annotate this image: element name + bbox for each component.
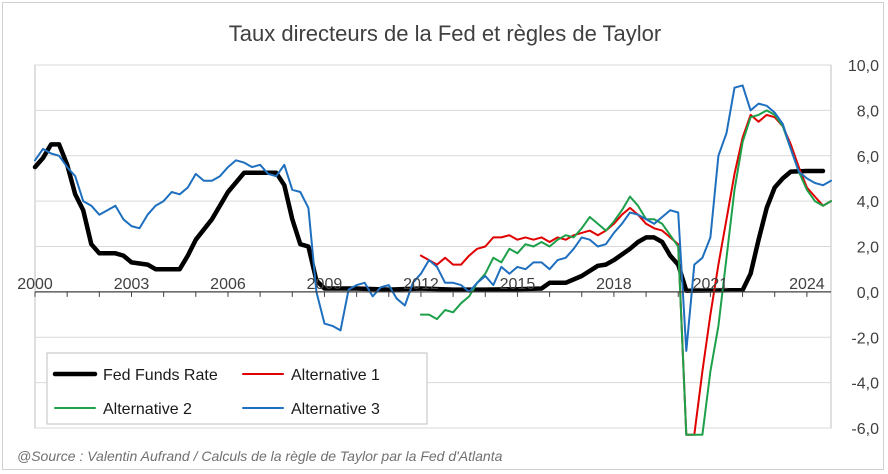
x-tick-labels: 2000 2003 2006 2009 2012 2015 2018 2021 2024 — [17, 276, 825, 293]
x-tick-label: 2015 — [500, 276, 536, 293]
x-tick-label: 2021 — [693, 276, 729, 293]
y-tick-label: 2,0 — [857, 240, 879, 257]
y-tick-label: -4,0 — [851, 376, 879, 393]
y-tick-label: 8,0 — [857, 103, 879, 120]
chart-title: Taux directeurs de la Fed et règles de T… — [229, 21, 662, 46]
legend-label: Fed Funds Rate — [103, 367, 218, 384]
x-tick-label: 2000 — [17, 276, 53, 293]
y-tick-label: 10,0 — [848, 58, 879, 75]
chart: Taux directeurs de la Fed et règles de T… — [17, 21, 879, 464]
series-line-alternative-1 — [419, 113, 832, 436]
legend-label: Alternative 3 — [291, 401, 380, 418]
legend-label: Alternative 1 — [291, 367, 380, 384]
source-note: @Source : Valentin Aufrand / Calculs de … — [17, 448, 503, 464]
x-tick-label: 2012 — [403, 276, 439, 293]
legend: Fed Funds Rate Alternative 1 Alternative 2… — [46, 352, 428, 425]
y-tick-label: 4,0 — [857, 194, 879, 211]
legend-box — [46, 352, 428, 425]
x-axis — [34, 291, 831, 297]
x-tick-label: 2009 — [307, 276, 343, 293]
series-line-alternative-2 — [419, 109, 832, 436]
y-tick-label: -2,0 — [851, 330, 879, 347]
x-tick-label: 2003 — [114, 276, 150, 293]
x-tick-label: 2018 — [596, 276, 632, 293]
series-group — [32, 84, 832, 436]
legend-label: Alternative 2 — [103, 401, 192, 418]
y-tick-label: 6,0 — [857, 149, 879, 166]
y-tick-label: 0,0 — [857, 285, 879, 302]
y-tick-labels: -6,0 -4,0 -2,0 0,0 2,0 4,0 6,0 8,0 10,0 — [848, 58, 879, 438]
y-tick-label: -6,0 — [851, 421, 879, 438]
x-tick-label: 2006 — [210, 276, 246, 293]
x-tick-label: 2024 — [789, 276, 825, 293]
series-line-alternative-3 — [34, 84, 832, 352]
